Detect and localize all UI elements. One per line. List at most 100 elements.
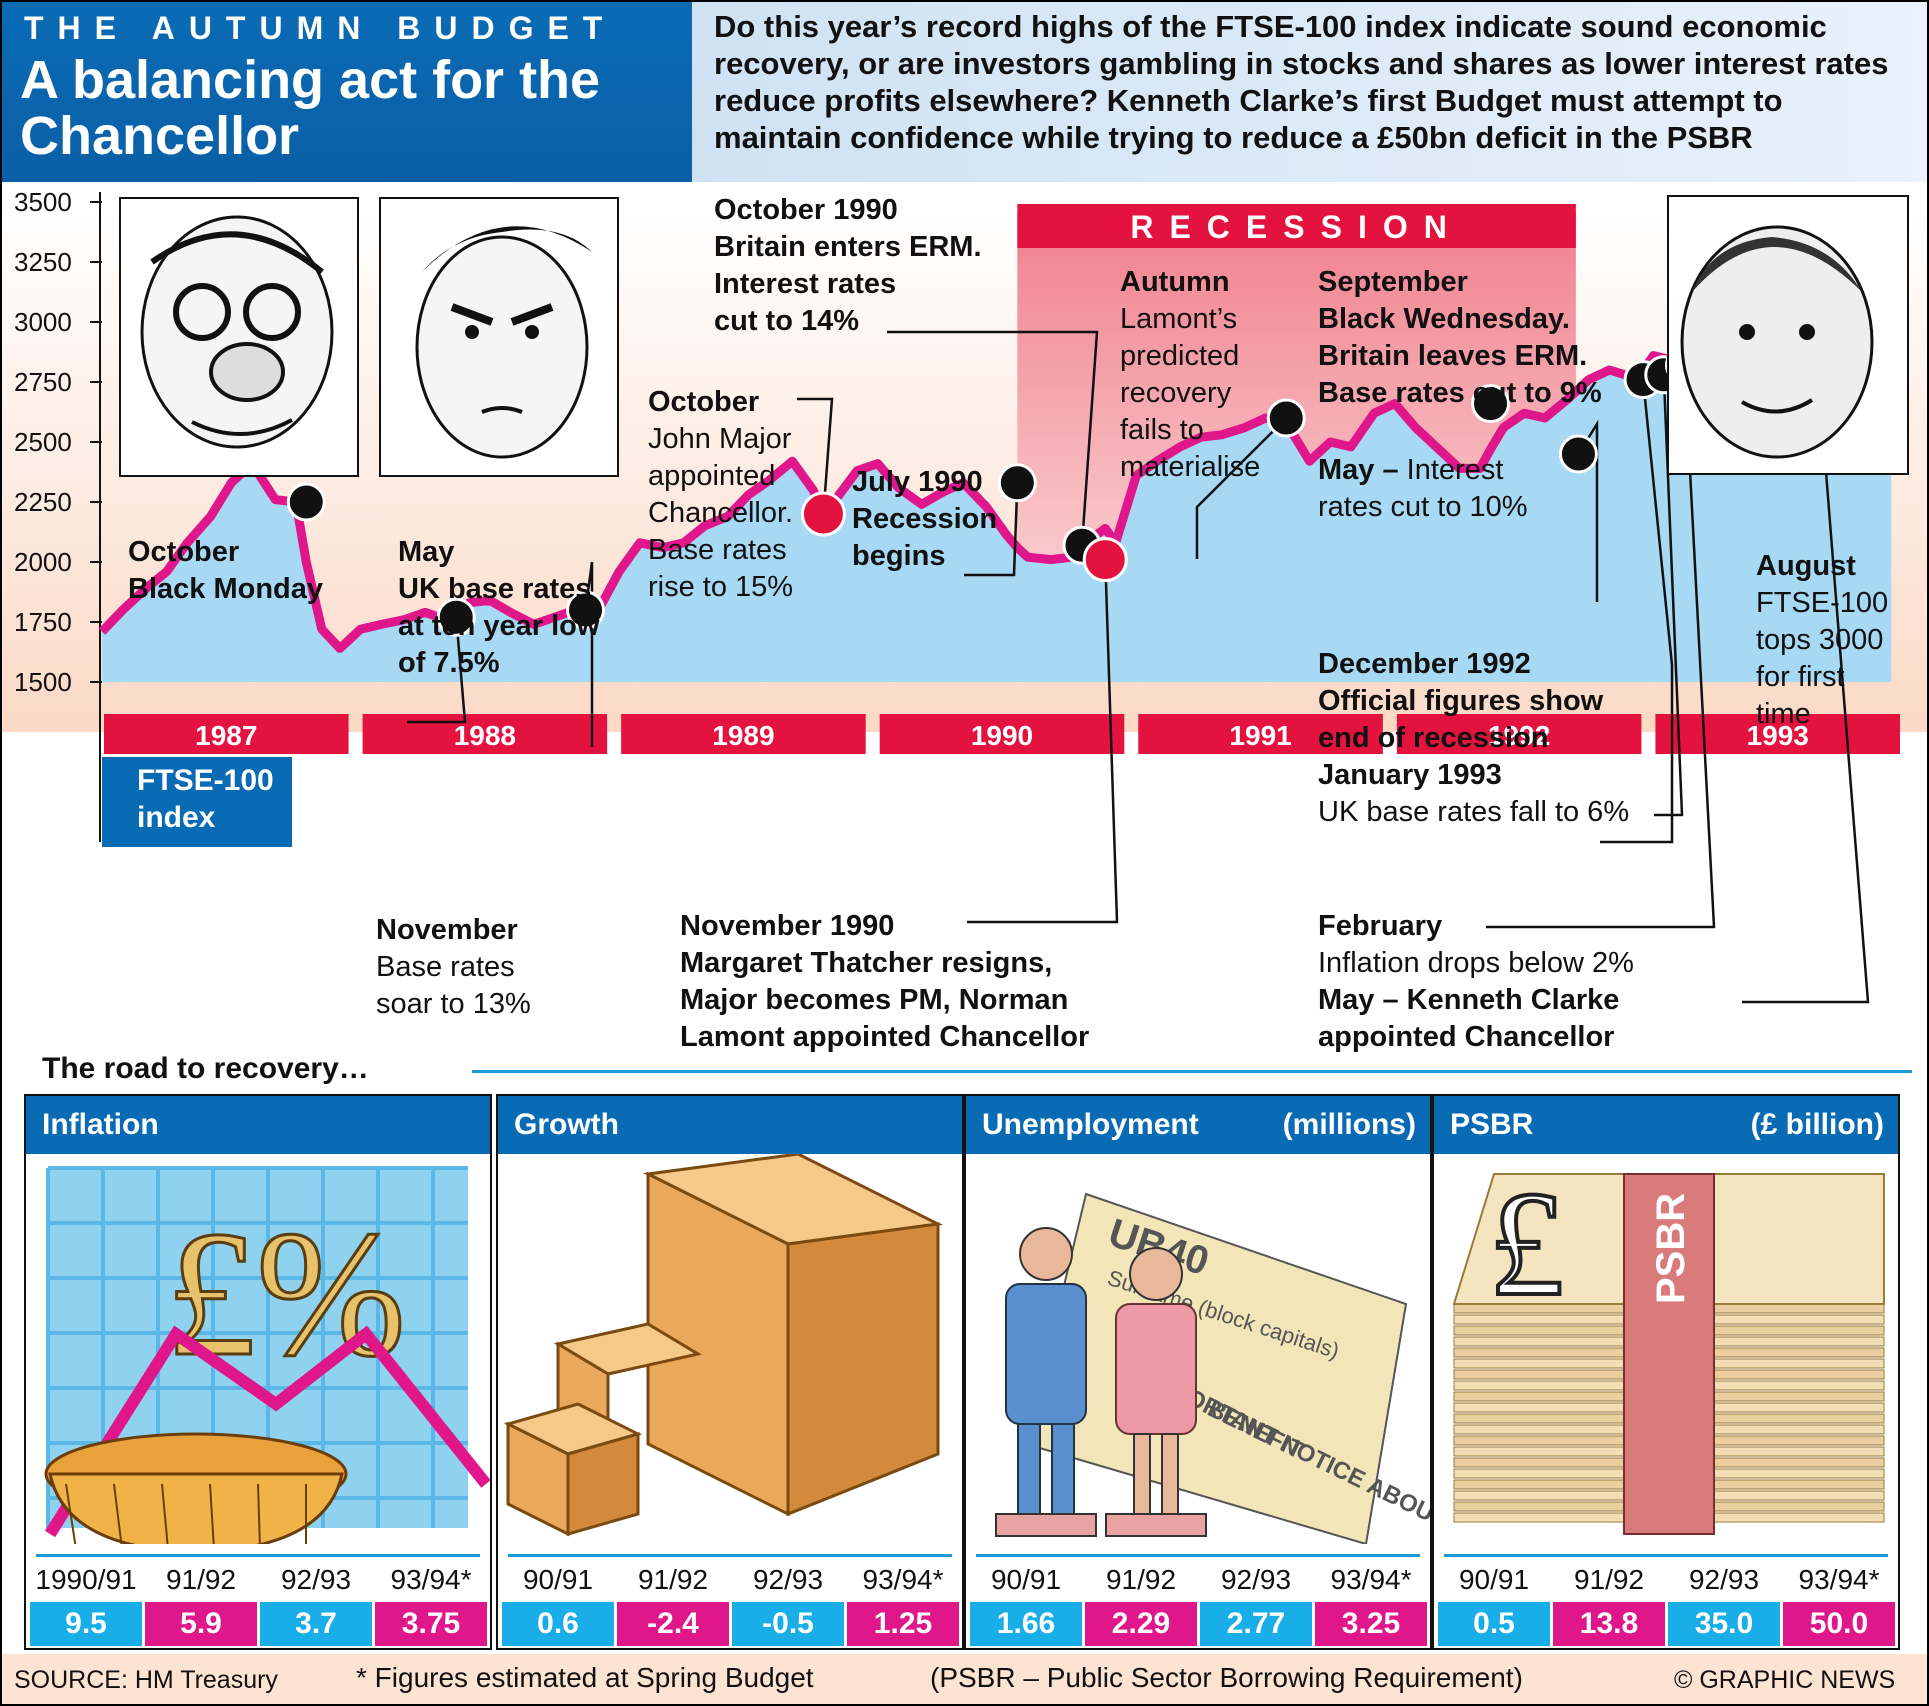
value-cell: 2.29: [1085, 1602, 1197, 1646]
panel-growth: Growth 90/91 91/92 92/93 93/94* 0.6 -2.4 -0.5 1…: [496, 1094, 964, 1650]
value-cell: 1.25: [847, 1602, 959, 1646]
period-label: 92/93: [280, 1564, 352, 1595]
value-row: 0.5 13.8 35.0 50.0: [1438, 1602, 1895, 1646]
year-bar: [104, 714, 349, 754]
index-label: FTSE-100 index: [137, 764, 282, 834]
panel-illustration: £%: [26, 1154, 491, 1554]
svg-text:£: £: [1489, 1161, 1564, 1327]
year-bar: [621, 714, 866, 754]
value-cell: 1.66: [970, 1602, 1082, 1646]
value-cell: 0.5: [1438, 1602, 1550, 1646]
panel-rule: [1444, 1554, 1888, 1557]
value-cell: 3.25: [1315, 1602, 1427, 1646]
year-bar: [362, 714, 608, 754]
panel-unit: (£ billion): [1750, 1108, 1884, 1141]
caricature-major: [379, 197, 619, 477]
leader-line: [407, 617, 467, 724]
psbr-definition: (PSBR – Public Sector Borrowing Requirem…: [930, 1662, 1523, 1693]
svg-text:£%: £%: [166, 1194, 406, 1393]
annotation-july-1990: July 1990 Recession begins: [852, 466, 998, 572]
annotation-november-1988: November Base rates soar to 13%: [376, 914, 531, 1020]
value-row: 9.5 5.9 3.7 3.75: [30, 1602, 487, 1646]
source-note: SOURCE: HM Treasury: [14, 1666, 278, 1694]
leader-line: [1600, 379, 1674, 844]
panel-header: Unemployment (millions): [966, 1096, 1430, 1154]
index-label-box: [102, 757, 292, 847]
value-cell: 35.0: [1668, 1602, 1780, 1646]
y-tick-label: 3500: [14, 187, 72, 217]
leader-line: [1742, 317, 1870, 1004]
year-label: 1990: [971, 720, 1033, 751]
value-cell: 5.9: [145, 1602, 257, 1646]
panel-illustration: UB40 Surname (block capitals) IMPORTANT …: [966, 1154, 1451, 1546]
value-row: 1.66 2.29 2.77 3.25: [970, 1602, 1427, 1646]
year-label: 1988: [454, 720, 516, 751]
period-row: 90/91 91/92 92/93 93/94*: [1434, 1564, 1898, 1600]
panel-header: Growth: [498, 1096, 962, 1154]
panel-title: Unemployment: [982, 1108, 1199, 1141]
year-label: 1989: [712, 720, 774, 751]
value-cell: 13.8: [1553, 1602, 1665, 1646]
section-rule: [472, 1070, 1912, 1073]
panel-unit: (millions): [1282, 1108, 1416, 1141]
annotation-september-1992: September Black Wednesday. Britain leave…: [1318, 266, 1602, 409]
panel-illustration: £ PSBR: [1434, 1154, 1898, 1544]
year-label: 1993: [1747, 720, 1809, 751]
y-tick-label: 2000: [14, 547, 72, 577]
event-marker: [436, 597, 476, 637]
leader-line: [1486, 365, 1716, 929]
panel-title: Inflation: [42, 1108, 159, 1141]
page-title: A balancing act for the Chancellor: [20, 50, 601, 166]
panel-illustration: [498, 1152, 962, 1544]
period-label: 1990/91: [35, 1564, 137, 1595]
event-marker: [286, 482, 326, 522]
value-row: 0.6 -2.4 -0.5 1.25: [502, 1602, 959, 1646]
leader-line: [887, 330, 1099, 546]
y-tick-label: 1750: [14, 607, 72, 637]
period-label: 92/93: [1220, 1564, 1292, 1595]
period-label: 91/92: [165, 1564, 237, 1595]
annotation-may-1988: May UK base rates at ten year low of 7.5…: [398, 536, 600, 679]
kicker: THE AUTUMN BUDGET: [24, 10, 617, 46]
period-label: 91/92: [1573, 1564, 1645, 1595]
value-cell: 9.5: [30, 1602, 142, 1646]
year-label: 1987: [195, 720, 257, 751]
period-label: 90/91: [990, 1564, 1062, 1595]
period-label: 93/94*: [390, 1564, 472, 1595]
leader-line: [797, 397, 834, 515]
value-cell: 3.75: [375, 1602, 487, 1646]
year-bar: [1396, 714, 1642, 754]
period-label: 93/94*: [862, 1564, 944, 1595]
value-cell: 50.0: [1783, 1602, 1895, 1646]
event-marker-red: [800, 491, 846, 537]
caricature-lawson: [119, 197, 359, 477]
y-tick-label: 2500: [14, 427, 72, 457]
value-cell: -0.5: [732, 1602, 844, 1646]
period-label: 90/91: [1458, 1564, 1530, 1595]
value-cell: 3.7: [260, 1602, 372, 1646]
title-panel: [2, 2, 692, 182]
leader-line: [1195, 417, 1288, 559]
period-label: 90/91: [522, 1564, 594, 1595]
annotation-november-1990: November 1990 Margaret Thatcher resigns,…: [680, 910, 1090, 1053]
footer-bar: [2, 1654, 1927, 1704]
estimate-note: * Figures estimated at Spring Budget: [356, 1662, 814, 1693]
y-tick-label: 1500: [14, 667, 72, 697]
year-bar: [879, 714, 1125, 754]
event-marker-red: [1082, 537, 1128, 583]
panel-inflation: Inflation £% 1990/91 91/92 92/93 93/94* 9.5 5…: [24, 1094, 492, 1650]
y-tick-label: 3250: [14, 247, 72, 277]
panel-unemployment: Unemployment (millions) UB40 Surname (bl…: [964, 1094, 1451, 1650]
panel-rule: [36, 1554, 480, 1557]
panel-title: Growth: [514, 1108, 619, 1141]
annotation-october-1990: October 1990 Britain enters ERM. Interes…: [714, 194, 982, 337]
period-row: 90/91 91/92 92/93 93/94*: [498, 1564, 962, 1600]
panel-title: PSBR: [1450, 1108, 1534, 1141]
annotation-october-1989: October John Major appointed Chancellor.…: [648, 386, 794, 603]
section-title: The road to recovery…: [42, 1052, 369, 1085]
intro-text: Do this year’s record highs of the FTSE-…: [714, 9, 1889, 155]
period-label: 93/94*: [1330, 1564, 1412, 1595]
y-tick-label: 2250: [14, 487, 72, 517]
panel-rule: [976, 1554, 1420, 1557]
